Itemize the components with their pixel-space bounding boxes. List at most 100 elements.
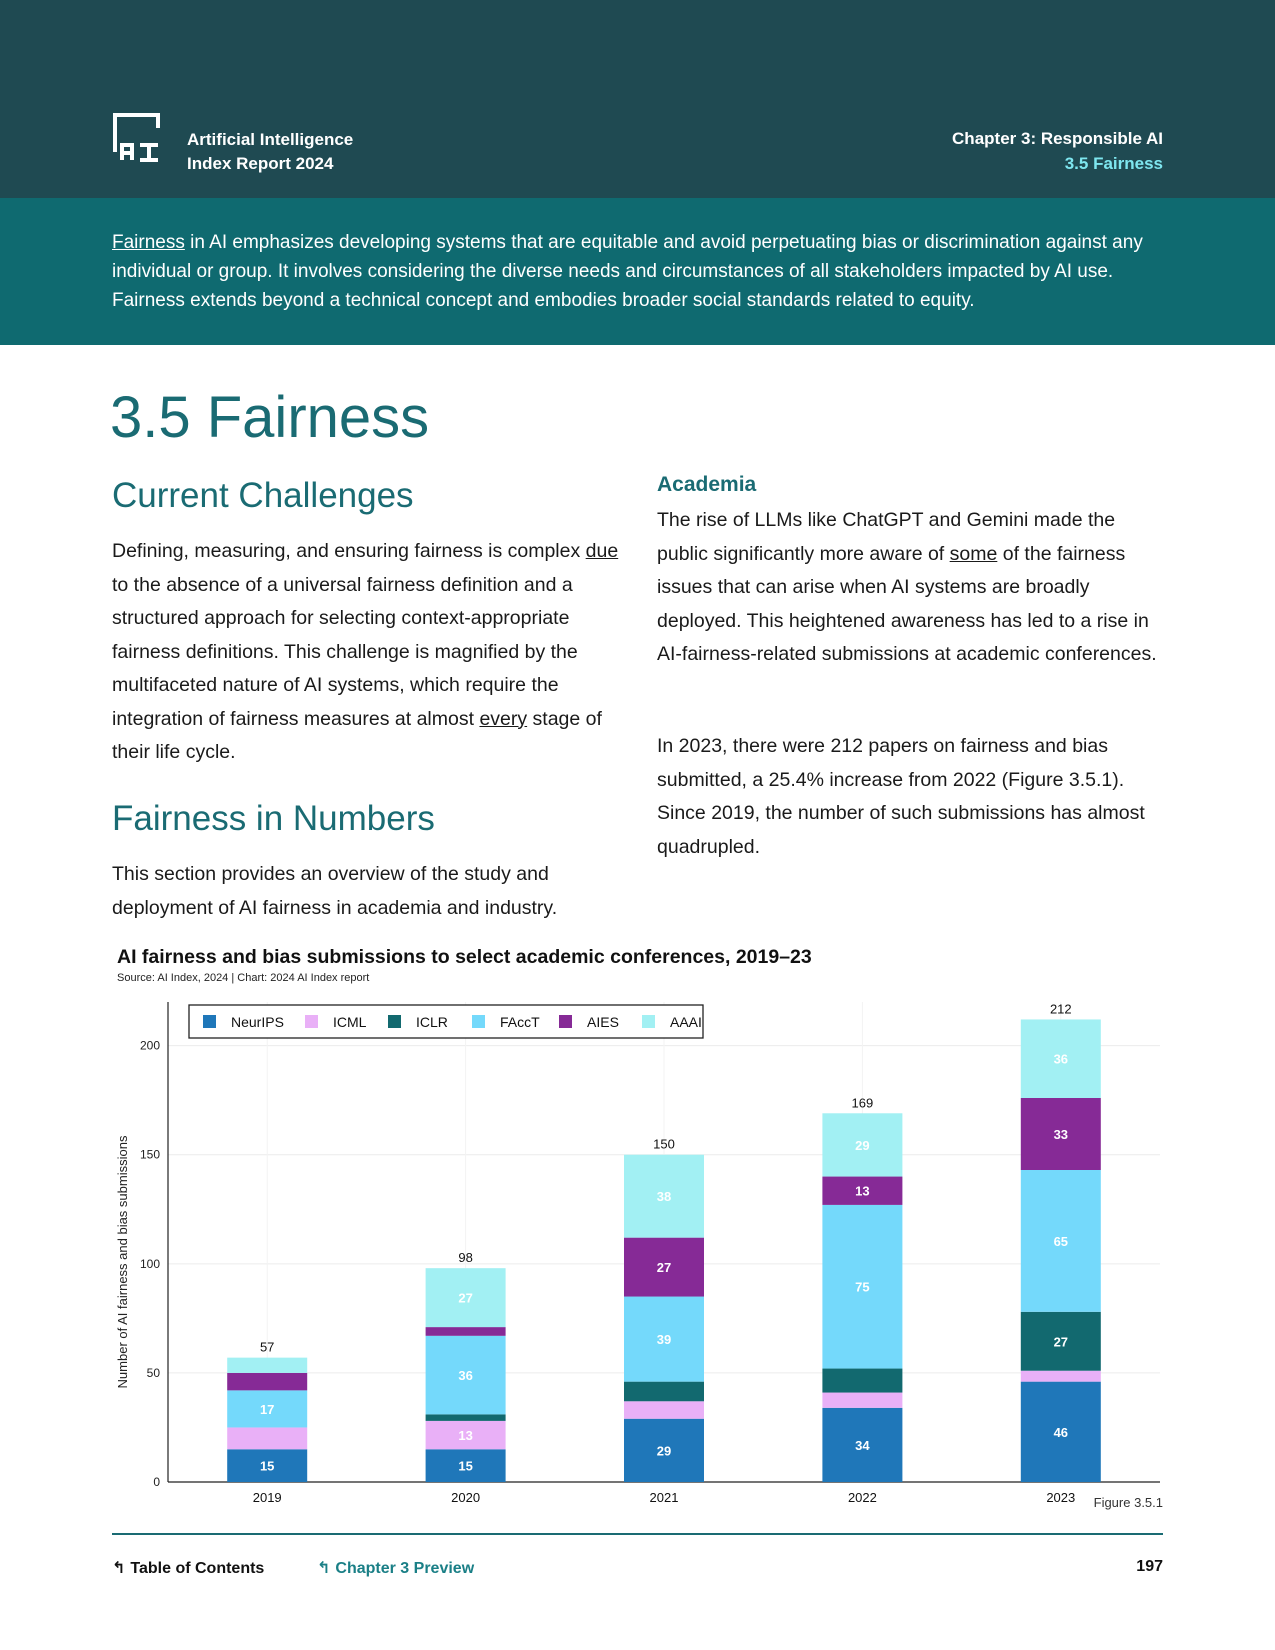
intro-banner: Fairness in AI emphasizes developing sys… [0, 198, 1275, 345]
bar-value-label: 27 [1054, 1334, 1068, 1349]
legend-swatch-aaai [642, 1015, 655, 1028]
y-tick-label: 0 [153, 1475, 160, 1489]
return-arrow-icon: ↰ [317, 1560, 331, 1577]
bar-segment-neurips [227, 1449, 308, 1482]
intro-text: in AI emphasizes developing systems that… [112, 232, 1143, 311]
bar-segment-aaai [1020, 1019, 1101, 1098]
bar-segment-aies [425, 1327, 506, 1336]
toc-label: Table of Contents [130, 1560, 265, 1577]
intro-paragraph: Fairness in AI emphasizes developing sys… [112, 228, 1162, 315]
heading-academia: Academia [657, 473, 757, 496]
bar-value-label: 34 [855, 1438, 870, 1453]
x-tick-label: 2021 [650, 1490, 679, 1505]
legend-swatch-iclr [388, 1015, 401, 1028]
bar-total-label: 212 [1050, 1001, 1072, 1016]
academia-text-a: The rise of LLMs like ChatGPT and Gemini… [657, 509, 1116, 565]
bar-segment-icml [822, 1392, 903, 1408]
heading-fairness-in-numbers: Fairness in Numbers [112, 799, 435, 838]
y-tick-label: 150 [140, 1148, 160, 1162]
academia-paragraph-1: The rise of LLMs like ChatGPT and Gemini… [657, 504, 1167, 672]
bar-total-label: 98 [458, 1250, 472, 1265]
y-tick-label: 50 [147, 1366, 161, 1380]
section-title: 3.5 Fairness [1064, 154, 1163, 173]
legend-swatch-aies [559, 1015, 572, 1028]
bar-value-label: 27 [657, 1260, 671, 1275]
bar-value-label: 17 [260, 1402, 274, 1417]
bar-segment-icml [425, 1420, 506, 1450]
legend-swatch-icml [305, 1015, 318, 1028]
legend-label: AAAI [670, 1014, 702, 1030]
bar-segment-iclr [425, 1414, 506, 1421]
challenges-text-a: Defining, measuring, and ensuring fairne… [112, 540, 586, 562]
bar-segment-iclr [624, 1381, 704, 1402]
bar-segment-aies [822, 1176, 903, 1205]
bar-segment-aaai [227, 1357, 308, 1373]
report-title: Artificial Intelligence Index Report 202… [187, 128, 353, 176]
legend-label: FAccT [500, 1014, 540, 1030]
bar-segment-aaai [822, 1113, 903, 1177]
bar-segment-neurips [624, 1418, 704, 1482]
legend-label: ICLR [416, 1014, 448, 1030]
bar-value-label: 36 [1054, 1052, 1068, 1067]
legend-label: AIES [587, 1014, 619, 1030]
chart-title: AI fairness and bias submissions to sele… [117, 946, 812, 968]
due-link[interactable]: due [585, 540, 619, 562]
bar-value-label: 29 [855, 1138, 869, 1153]
bar-total-label: 57 [260, 1340, 274, 1355]
bar-segment-neurips [822, 1407, 903, 1482]
bar-value-label: 15 [458, 1459, 472, 1474]
bar-segment-aaai [624, 1154, 704, 1238]
legend-swatch-facct [472, 1015, 485, 1028]
bar-value-label: 13 [458, 1428, 472, 1443]
x-tick-label: 2022 [848, 1490, 877, 1505]
footer-divider [112, 1533, 1163, 1535]
bar-segment-aies [1020, 1098, 1101, 1170]
heading-current-challenges: Current Challenges [112, 476, 414, 515]
bar-segment-facct [227, 1390, 308, 1428]
bar-segment-icml [624, 1401, 704, 1419]
academia-text-b: of the fairness issues that can arise wh… [657, 542, 1157, 666]
bar-value-label: 29 [657, 1443, 671, 1458]
every-link[interactable]: every [479, 707, 528, 730]
bar-total-label: 150 [653, 1137, 675, 1152]
chapter-preview-link[interactable]: ↰ Chapter 3 Preview [317, 1558, 474, 1578]
stacked-bar-chart: 0 50 100 150 200 Number of AI fairness and bi… [115, 1001, 1160, 1505]
page-number: 197 [1136, 1558, 1163, 1575]
bar-value-label: 65 [1054, 1234, 1068, 1249]
bar-segment-facct [1020, 1170, 1101, 1312]
return-arrow-icon: ↰ [112, 1560, 126, 1577]
chart-source: Source: AI Index, 2024 | Chart: 2024 AI … [117, 972, 370, 984]
fairness-link[interactable]: Fairness [112, 232, 185, 253]
bar-segment-facct [624, 1296, 704, 1382]
bar-value-label: 75 [855, 1280, 869, 1295]
some-link[interactable]: some [949, 542, 998, 565]
y-tick-label: 100 [140, 1257, 160, 1271]
bar-segment-icml [227, 1427, 308, 1450]
challenges-text-b: to the absence of a universal fairness d… [112, 573, 578, 730]
legend-label: ICML [333, 1014, 367, 1030]
bar-total-label: 169 [852, 1095, 874, 1110]
bar-value-label: 36 [458, 1368, 472, 1383]
bar-value-label: 38 [657, 1189, 671, 1204]
header-banner: Artificial Intelligence Index Report 202… [0, 0, 1275, 198]
bar-segment-facct [425, 1335, 506, 1415]
bar-segment-aaai [425, 1268, 506, 1328]
y-axis-label: Number of AI fairness and bias submissio… [115, 1135, 130, 1388]
challenges-paragraph: Defining, measuring, and ensuring fairne… [112, 535, 622, 770]
x-tick-label: 2020 [451, 1490, 480, 1505]
legend-box [188, 1004, 704, 1039]
bar-value-label: 46 [1054, 1425, 1068, 1440]
legend-label: NeurIPS [231, 1014, 284, 1030]
bar-segment-aies [227, 1372, 308, 1391]
table-of-contents-link[interactable]: ↰ Table of Contents [112, 1558, 264, 1578]
legend-swatch-neurips [203, 1015, 216, 1028]
bar-segment-iclr [822, 1368, 903, 1393]
chapter-label: Chapter 3: Responsible AI 3.5 Fairness [952, 126, 1163, 176]
bar-segment-aies [624, 1237, 704, 1297]
ai-index-logo-icon [113, 113, 160, 162]
bar-segment-iclr [1020, 1311, 1101, 1371]
bar-segment-facct [822, 1204, 903, 1369]
challenges-text-c: stage of their life cycle. [112, 707, 602, 764]
academia-paragraph-2: In 2023, there were 212 papers on fairne… [657, 735, 1145, 858]
report-title-line2: Index Report 2024 [187, 154, 334, 173]
